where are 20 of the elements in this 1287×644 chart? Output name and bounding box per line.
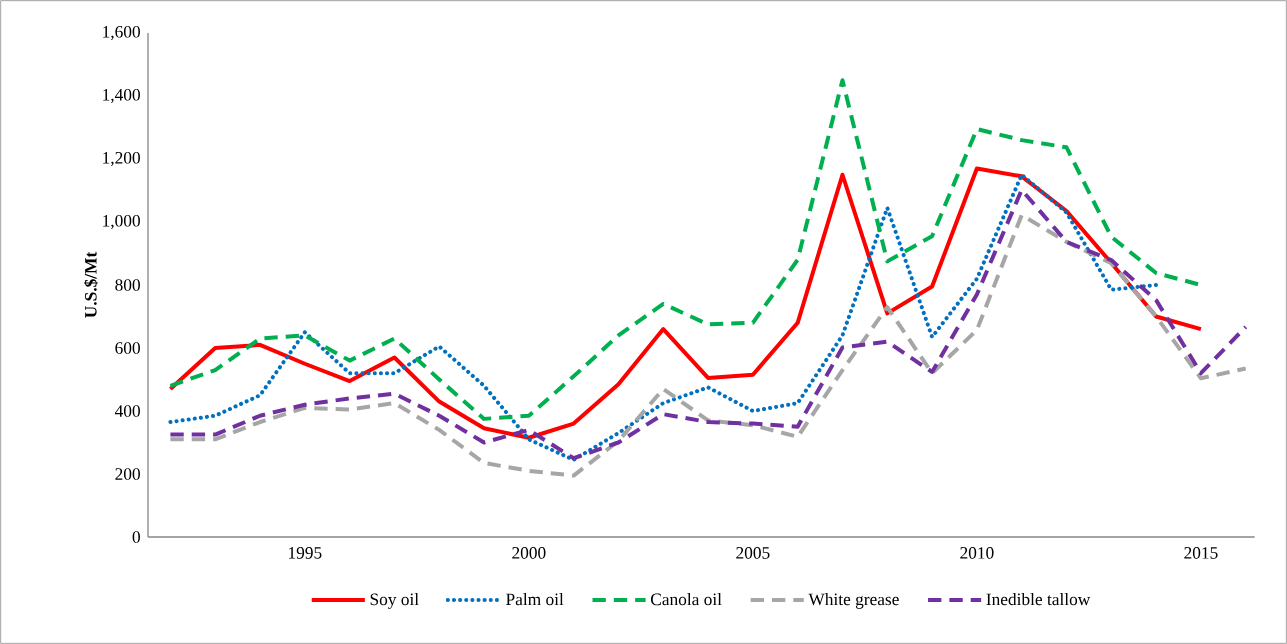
y-tick-label: 400 <box>114 405 140 417</box>
legend-label: Inedible tallow <box>986 593 1091 606</box>
y-tick-label: 1,200 <box>103 151 140 167</box>
x-tick-label: 1995 <box>289 547 322 559</box>
y-tick-label: 600 <box>115 342 140 354</box>
legend-label: Soy oil <box>370 593 419 609</box>
y-axis-title: U.S.$/Mt <box>83 251 98 318</box>
x-tick-label: 2015 <box>1184 547 1218 559</box>
y-tick-label: 800 <box>115 279 140 291</box>
y-tick-label: 1,600 <box>103 25 140 41</box>
y-tick-label: 1,000 <box>103 214 140 230</box>
y-tick-label: 1,400 <box>103 88 140 104</box>
x-tick-label: 2010 <box>960 547 994 559</box>
x-tick-label: 2005 <box>736 547 770 559</box>
y-tick-label: 200 <box>115 468 140 480</box>
x-tick-label: 2000 <box>512 547 546 559</box>
legend-label: White grease <box>808 593 899 609</box>
y-tick-label: 0 <box>132 531 140 543</box>
legend-label: Canola oil <box>650 593 722 606</box>
legend-label: Palm oil <box>506 593 564 606</box>
